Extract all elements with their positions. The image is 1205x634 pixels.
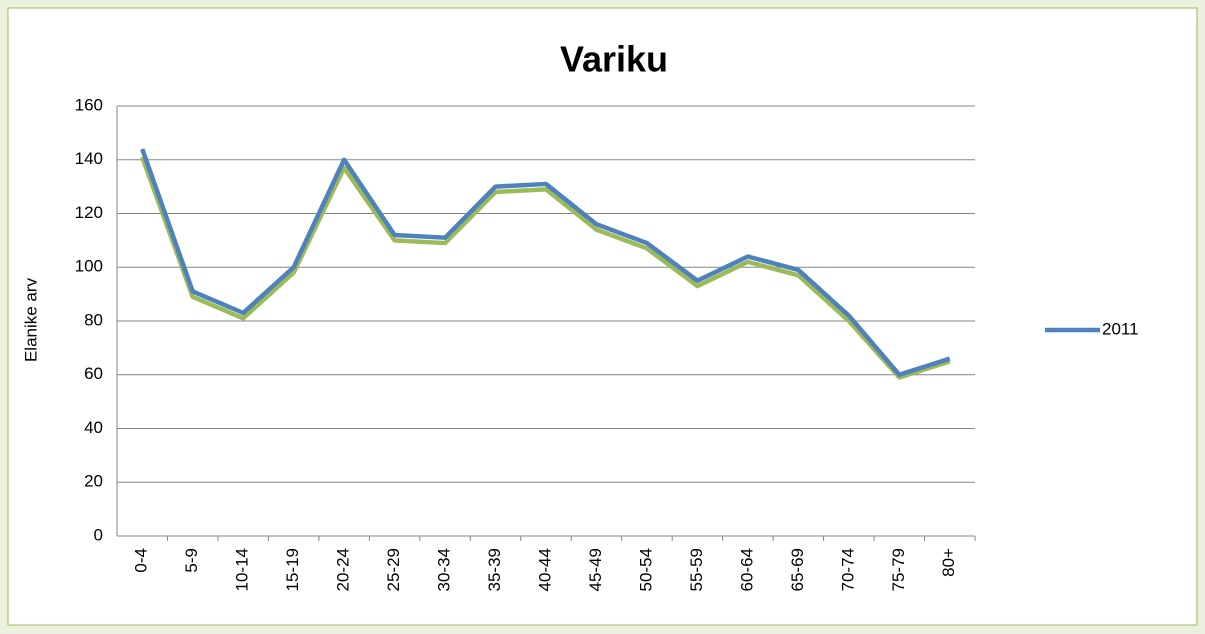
x-tick-label: 75-79 <box>889 548 908 591</box>
x-tick-label: 0-4 <box>132 548 151 573</box>
x-tick-label: 80+ <box>939 548 958 577</box>
y-tick-label: 100 <box>75 257 103 276</box>
x-tick-label: 65-69 <box>788 548 807 591</box>
x-tick-label: 60-64 <box>737 548 756 591</box>
x-tick-label: 15-19 <box>283 548 302 591</box>
line-series <box>140 148 951 377</box>
y-tick-label: 140 <box>75 149 103 168</box>
y-axis-label: Elanike arv <box>21 277 40 362</box>
y-tick-label: 120 <box>75 203 103 222</box>
x-tick-label: 30-34 <box>435 548 454 591</box>
x-tick-label: 10-14 <box>233 548 252 591</box>
x-tick-label: 45-49 <box>586 548 605 591</box>
chart-area <box>7 7 1198 626</box>
chart-title: Variku <box>560 39 668 80</box>
y-tick-label: 20 <box>84 472 103 491</box>
y-tick-label: 60 <box>84 364 103 383</box>
x-tick-label: 25-29 <box>384 548 403 591</box>
x-tick-label: 50-54 <box>636 548 655 591</box>
y-tick-label: 80 <box>84 310 103 329</box>
x-tick-label: 35-39 <box>485 548 504 591</box>
x-tick-label: 20-24 <box>334 548 353 591</box>
x-tick-label: 40-44 <box>535 548 554 591</box>
legend-label: 2011 <box>1102 319 1139 338</box>
y-tick-label: 0 <box>94 525 103 544</box>
x-tick-label: 55-59 <box>687 548 706 591</box>
x-tick-label: 5-9 <box>182 548 201 573</box>
line-series <box>140 156 951 380</box>
y-tick-label: 160 <box>75 95 103 114</box>
y-tick-label: 40 <box>84 418 103 437</box>
x-tick-label: 70-74 <box>838 548 857 591</box>
